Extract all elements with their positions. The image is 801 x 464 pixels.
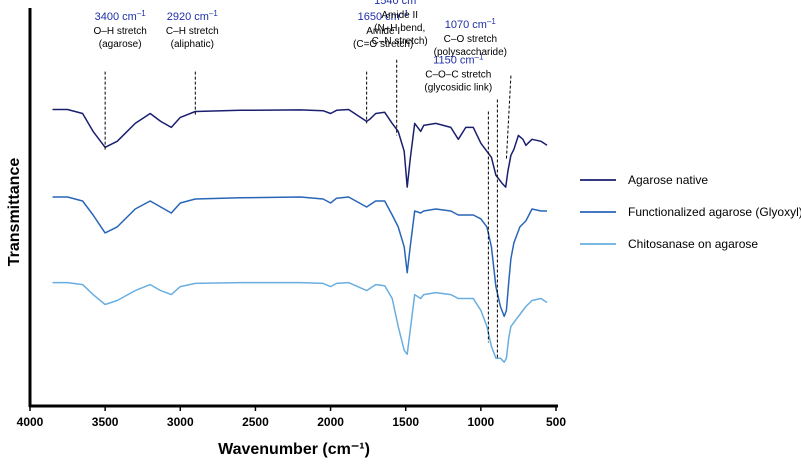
x-tick-label: 2000 [317,415,344,429]
plot-series-group [52,108,548,363]
y-axis-title: Transmittance [6,158,23,267]
x-tick-label: 3500 [92,415,119,429]
annotation-wavenumber-3400: 3400 cm–1 [95,9,147,23]
legend-label-1: Agarose native [628,173,708,187]
x-tick-label: 3000 [167,415,194,429]
annotation-text-1540: Amide II [381,10,418,21]
x-tick-label: 1000 [468,415,495,429]
series-line-2 [52,196,547,318]
annotation-text-1150: (glycosidic link) [424,83,492,94]
x-tick-label: 500 [546,415,566,429]
legend-label-2: Functionalized agarose (Glyoxyl) [628,205,801,219]
x-tick-label: 4000 [17,415,44,429]
legend-label-3: Chitosanase on agarose [628,237,758,251]
annotation-wavenumber-1540: 1540 cm–1 [374,0,426,7]
x-tick-label: 2500 [242,415,269,429]
annotation-wavenumber-1150: 1150 cm–1 [433,53,484,67]
x-tick-label: 1500 [392,415,419,429]
axes-group [28,8,558,408]
annotation-group: 3400 cm–1 O–H stretch (agarose) 2920 cm–1 C–… [93,0,512,359]
annotation-text-1650: (C=O stretch) [353,39,413,50]
annotation-leader-1070 [505,75,512,160]
annotation-text-1150: C–O–C stretch [425,70,491,81]
annotation-text-3400: (agarose) [99,39,142,50]
series-line-1 [52,108,548,188]
annotation-text-1540: (N–H bend, [374,23,425,34]
annotation-wavenumber-1650: 1650 cm–1 [358,9,410,23]
annotation-text-1650: Amide I [366,26,400,37]
annotation-wavenumber-2920: 2920 cm–1 [167,9,219,23]
annotation-text-1540: C–N stretch) [372,36,428,47]
annotation-text-3400: O–H stretch [93,26,146,37]
series-line-3 [52,281,548,363]
x-axis-title: Wavenumber (cm⁻¹) [218,441,370,458]
legend: Agarose native Functionalized agarose (Gl… [580,173,801,251]
annotation-text-1070: (polysaccharide) [434,47,507,58]
annotation-text-1070: C–O stretch [444,34,497,45]
annotation-text-2920: C–H stretch [166,26,219,37]
annotation-text-2920: (aliphatic) [171,39,214,50]
x-tick-group: 4000 3500 3000 2500 2000 1500 1000 500 [17,406,566,429]
annotation-wavenumber-1070: 1070 cm–1 [445,17,497,31]
